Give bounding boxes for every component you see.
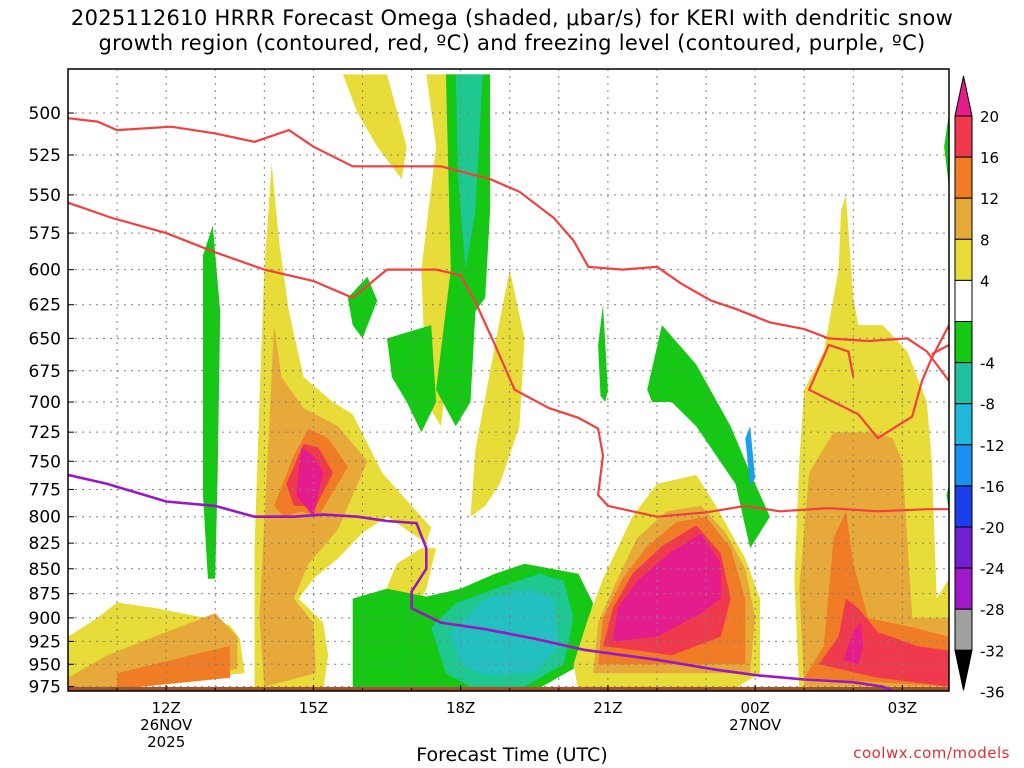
omega-region-yellow — [342, 74, 407, 180]
colorbar-swatch — [954, 567, 973, 610]
colorbar-swatch — [954, 526, 973, 569]
omega-region-green — [647, 325, 770, 549]
colorbar-label: -12 — [980, 437, 1005, 455]
x-tick-label: 26NOV — [140, 716, 193, 734]
y-tick-label: 850 — [29, 560, 61, 580]
y-tick-label: 925 — [29, 632, 61, 652]
colorbar-swatch — [954, 485, 973, 528]
colorbar-swatch — [954, 197, 973, 240]
plot-area — [68, 69, 949, 691]
colorbar-label: -4 — [980, 355, 995, 373]
x-tick-label: 00Z — [740, 699, 769, 717]
colorbar-swatch — [954, 238, 973, 281]
x-tick-label: 18Z — [446, 699, 475, 717]
colorbar-swatch — [954, 608, 973, 651]
dgz-contour — [931, 344, 949, 356]
y-tick-label: 500 — [29, 104, 61, 124]
y-tick-label: 650 — [29, 329, 61, 349]
y-tick-label: 625 — [29, 296, 61, 316]
colorbar-label: 8 — [980, 231, 990, 249]
y-tick-label: 675 — [29, 362, 61, 382]
x-tick-label: 21Z — [593, 699, 622, 717]
y-tick-label: 600 — [29, 261, 61, 281]
colorbar-swatch — [954, 321, 973, 364]
colorbar-label: -20 — [980, 519, 1005, 537]
y-tick-label: 525 — [29, 146, 61, 166]
omega-region-green — [944, 113, 949, 188]
y-tick-label: 950 — [29, 655, 61, 675]
y-tick-label: 700 — [29, 393, 61, 413]
omega-region-magenta — [296, 447, 324, 517]
freezing-level-contour — [68, 473, 894, 691]
colorbar-label: -36 — [980, 683, 1005, 701]
omega-region-orange — [117, 646, 230, 690]
x-axis-label: Forecast Time (UTC) — [416, 744, 608, 766]
source-credit: coolwx.com/models — [853, 744, 1010, 762]
chart-title-line-2: growth region (contoured, red, ºC) and f… — [98, 31, 926, 55]
colorbar-label: -16 — [980, 478, 1005, 496]
y-tick-label: 775 — [29, 480, 61, 500]
colorbar-swatch — [954, 403, 973, 446]
omega-region-green — [598, 304, 608, 402]
chart-title: 2025112610 HRRR Forecast Omega (shaded, … — [0, 6, 1024, 56]
x-tick-label: 15Z — [299, 699, 328, 717]
dgz-contour — [68, 117, 949, 382]
y-tick-label: 550 — [29, 186, 61, 206]
colorbar-swatch — [954, 444, 973, 487]
y-tick-label: 825 — [29, 534, 61, 554]
colorbar-label: -32 — [980, 642, 1005, 660]
colorbar-bottom-triangle — [954, 649, 973, 691]
colorbar-swatch — [954, 115, 973, 158]
x-tick-label: 27NOV — [729, 716, 782, 734]
omega-region-green — [203, 225, 221, 579]
dgz-contour — [807, 324, 949, 440]
colorbar-swatch — [954, 362, 973, 405]
colorbar-swatch — [954, 156, 973, 199]
omega-region-magenta — [612, 533, 721, 642]
colorbar-top-triangle — [954, 75, 973, 117]
colorbar-label: -8 — [980, 396, 995, 414]
y-tick-label: 900 — [29, 609, 61, 629]
omega-region-yellow — [470, 269, 525, 517]
colorbar-label: 4 — [980, 272, 990, 290]
colorbar-swatch — [954, 279, 973, 322]
y-tick-label: 975 — [29, 678, 61, 698]
plot-border — [67, 68, 950, 692]
colorbar-label: 16 — [980, 149, 999, 167]
omega-region-cyan_blue — [745, 426, 756, 487]
omega-region-green_teal — [455, 74, 483, 270]
x-tick-label: 12Z — [151, 699, 180, 717]
colorbar-label: -28 — [980, 601, 1005, 619]
x-tick-label: 03Z — [888, 699, 917, 717]
chart-title-line-1: 2025112610 HRRR Forecast Omega (shaded, … — [70, 6, 954, 30]
y-tick-label: 575 — [29, 224, 61, 244]
y-tick-label: 800 — [29, 508, 61, 528]
y-tick-label: 875 — [29, 585, 61, 605]
colorbar-label: 12 — [980, 190, 999, 208]
colorbar-label: 20 — [980, 108, 999, 126]
y-tick-label: 725 — [29, 423, 61, 443]
terrain-strip — [68, 687, 949, 691]
y-tick-label: 750 — [29, 452, 61, 472]
colorbar-label: -24 — [980, 560, 1005, 578]
x-tick-label: 2025 — [147, 733, 185, 751]
dgz-contour — [68, 201, 949, 518]
